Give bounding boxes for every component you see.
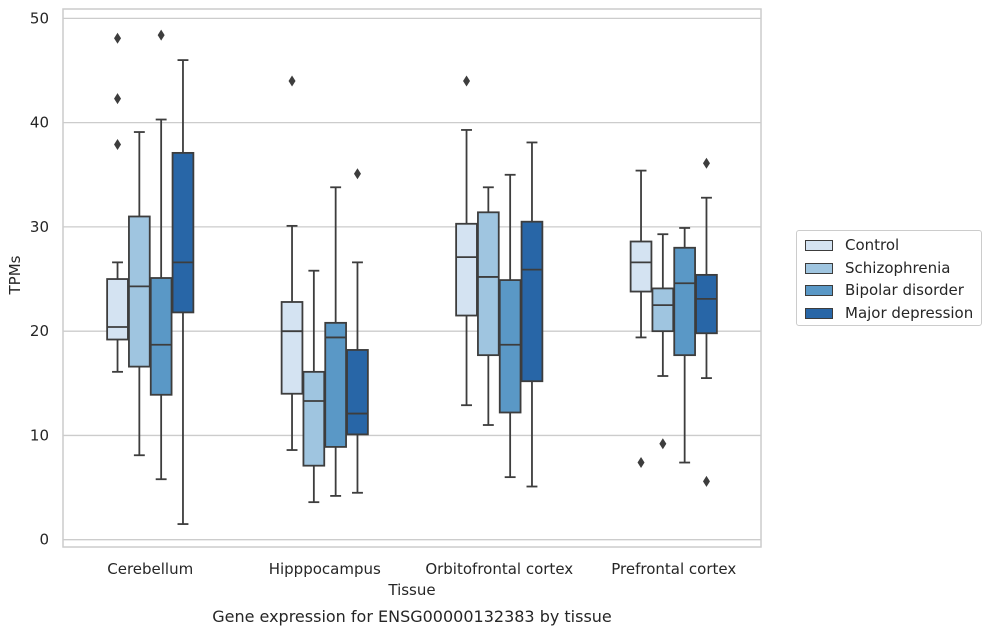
outlier-point-0: [288, 75, 296, 87]
outlier-point-2: [114, 139, 122, 151]
iqr-box: [346, 349, 369, 436]
legend-swatch-schizophrenia: [805, 262, 833, 274]
y-tick-label-10: 10: [30, 426, 49, 444]
iqr-box: [498, 279, 522, 414]
iqr-box: [520, 220, 544, 383]
iqr-box: [651, 287, 675, 333]
box-schizophrenia-orbitofrontal-cortex: [477, 186, 500, 426]
box-control-prefrontal-cortex: [629, 169, 653, 469]
box-bipolar-disorder-hipppocampus: [324, 186, 347, 497]
outlier-point-0: [659, 438, 667, 450]
box-layer: [106, 29, 718, 525]
iqr-box: [280, 301, 304, 395]
outlier-point-0: [637, 457, 645, 469]
iqr-box: [128, 215, 151, 368]
x-tick-label-orbitofrontal-cortex: Orbitofrontal cortex: [425, 560, 573, 578]
box-bipolar-disorder-prefrontal-cortex: [673, 227, 696, 464]
outlier-point-1: [702, 475, 710, 487]
y-tick-label-30: 30: [30, 218, 49, 236]
legend: Control Schizophrenia Bipolar disorder M…: [796, 230, 982, 326]
box-major-depression-prefrontal-cortex: [695, 157, 718, 487]
iqr-box: [477, 211, 500, 357]
legend-label-major-depression: Major depression: [845, 304, 974, 322]
legend-item-schizophrenia: Schizophrenia: [805, 257, 950, 279]
iqr-box: [455, 222, 478, 317]
outlier-point-0: [157, 29, 165, 41]
iqr-box: [629, 240, 653, 293]
legend-swatch-major-depression: [805, 307, 833, 319]
y-tick-label-50: 50: [30, 9, 49, 27]
box-major-depression-hipppocampus: [346, 168, 369, 494]
legend-label-bipolar-disorder: Bipolar disorder: [845, 281, 964, 299]
legend-label-schizophrenia: Schizophrenia: [845, 259, 951, 277]
box-schizophrenia-hipppocampus: [302, 269, 326, 504]
iqr-box: [302, 370, 326, 467]
iqr-box: [106, 278, 129, 341]
outlier-point-0: [702, 157, 710, 169]
box-control-orbitofrontal-cortex: [455, 75, 478, 407]
x-tick-label-prefrontal-cortex: Prefrontal cortex: [611, 560, 736, 578]
box-bipolar-disorder-orbitofrontal-cortex: [498, 173, 522, 479]
legend-swatch-bipolar-disorder: [805, 284, 833, 296]
plot-frame: [62, 8, 762, 548]
outlier-point-1: [114, 93, 122, 105]
box-schizophrenia-cerebellum: [128, 131, 151, 457]
box-control-cerebellum: [106, 32, 129, 373]
legend-swatch-control: [805, 239, 833, 251]
box-control-hipppocampus: [280, 75, 304, 451]
box-major-depression-orbitofrontal-cortex: [520, 141, 544, 488]
iqr-box: [149, 277, 173, 396]
outlier-point-0: [353, 168, 361, 180]
iqr-box: [695, 273, 718, 335]
box-schizophrenia-prefrontal-cortex: [651, 233, 675, 450]
legend-label-control: Control: [845, 236, 900, 254]
x-axis-label: Tissue: [387, 581, 435, 599]
x-tick-label-hipppocampus: Hipppocampus: [269, 560, 381, 578]
x-tick-label-cerebellum: Cerebellum: [107, 560, 193, 578]
legend-item-control: Control: [805, 234, 899, 256]
chart-caption: Gene expression for ENSG00000132383 by t…: [212, 607, 612, 626]
iqr-box: [673, 246, 696, 357]
iqr-box: [171, 151, 195, 314]
outlier-point-0: [114, 32, 122, 44]
legend-item-bipolar-disorder: Bipolar disorder: [805, 279, 964, 301]
y-tick-label-0: 0: [39, 531, 49, 549]
x-tick-labels: Cerebellum Hipppocampus Orbitofrontal cort…: [107, 560, 736, 578]
outlier-point-0: [463, 75, 471, 87]
y-tick-label-40: 40: [30, 114, 49, 132]
y-axis-label: TPMs: [6, 255, 24, 295]
y-tick-label-20: 20: [30, 322, 49, 340]
iqr-box: [324, 321, 347, 448]
legend-item-major-depression: Major depression: [805, 302, 973, 324]
box-bipolar-disorder-cerebellum: [149, 29, 173, 481]
y-tick-labels: 0 10 20 30 40 50: [30, 9, 49, 548]
box-major-depression-cerebellum: [171, 59, 195, 525]
